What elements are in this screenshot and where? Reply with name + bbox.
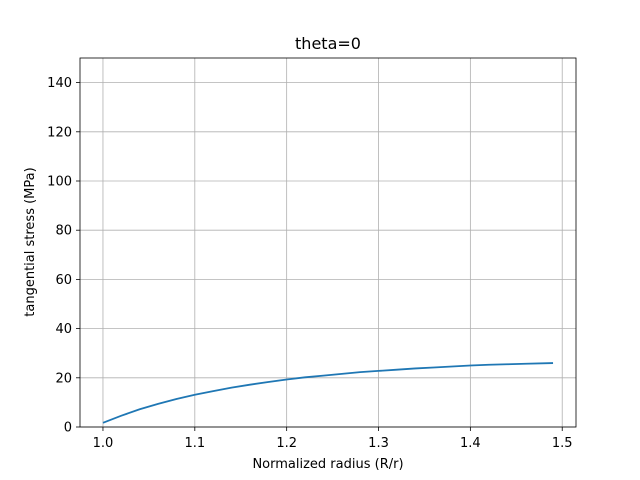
y-tick-label: 120 <box>47 125 72 140</box>
series-layer <box>102 362 554 424</box>
y-tick-label: 0 <box>64 421 72 436</box>
x-tick-label: 1.5 <box>552 436 573 451</box>
grid <box>80 58 576 428</box>
y-tick-label: 140 <box>47 76 72 91</box>
y-axis: 0 20 40 60 80 100 120 140 <box>47 76 80 436</box>
y-tick-label: 80 <box>55 224 72 239</box>
x-tick-label: 1.4 <box>460 436 481 451</box>
x-tick-label: 1.1 <box>184 436 205 451</box>
x-axis-label: Normalized radius (R/r) <box>252 457 403 472</box>
y-tick-label: 20 <box>55 371 72 386</box>
x-tick-label: 1.0 <box>93 436 114 451</box>
y-tick-label: 60 <box>55 273 72 288</box>
series-line <box>102 362 554 424</box>
y-tick-label: 40 <box>55 322 72 337</box>
plot-frame <box>79 57 577 428</box>
x-axis: 1.0 1.1 1.2 1.3 1.4 1.5 <box>93 427 573 451</box>
y-tick-label: 100 <box>47 175 72 190</box>
y-axis-label: tangential stress (MPa) <box>23 167 38 316</box>
x-tick-label: 1.2 <box>276 436 297 451</box>
chart-title: theta=0 <box>295 34 361 53</box>
x-tick-label: 1.3 <box>368 436 389 451</box>
